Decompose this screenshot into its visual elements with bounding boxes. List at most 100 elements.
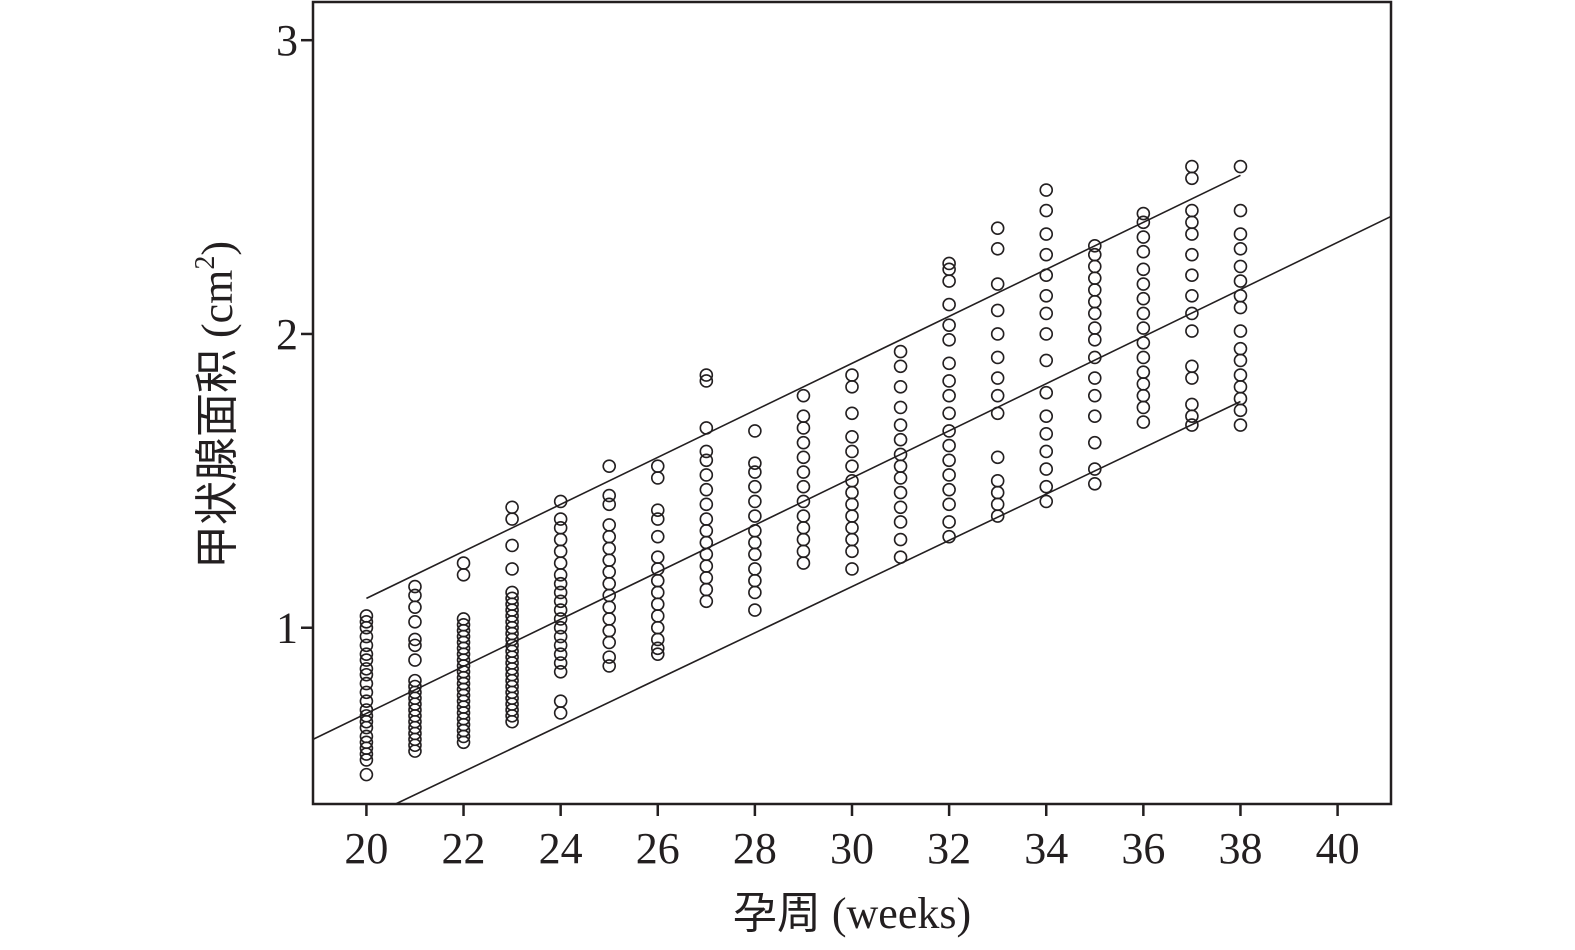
data-point <box>845 485 859 500</box>
data-point <box>602 612 617 626</box>
data-point <box>1185 215 1199 230</box>
fit-line-mean <box>312 215 1392 741</box>
data-point <box>893 550 908 565</box>
data-points <box>359 159 1248 782</box>
data-point <box>748 523 762 538</box>
data-point <box>359 694 374 708</box>
data-point <box>553 694 568 708</box>
data-point <box>845 497 859 512</box>
data-point <box>699 368 714 382</box>
data-point <box>893 485 908 500</box>
data-point <box>990 241 1005 256</box>
data-point <box>650 550 665 565</box>
data-point <box>1087 294 1102 309</box>
data-point <box>553 594 568 609</box>
data-point <box>942 468 956 482</box>
data-point <box>1136 415 1151 429</box>
data-point <box>1136 321 1151 335</box>
data-point <box>796 556 811 570</box>
data-point <box>1039 203 1054 218</box>
data-point <box>505 538 519 553</box>
data-point <box>359 620 374 635</box>
data-point <box>942 256 956 271</box>
data-point <box>990 388 1005 403</box>
data-point <box>942 424 956 438</box>
data-point <box>650 562 665 576</box>
data-point <box>650 620 665 635</box>
fit-lines <box>312 174 1392 805</box>
data-point <box>456 568 471 582</box>
data-point <box>699 497 714 512</box>
data-point <box>1039 268 1054 283</box>
y-axis-label-group: 甲状腺面积 (cm2) <box>190 241 242 569</box>
data-point <box>990 406 1005 421</box>
y-axis: 1 2 3 <box>276 16 313 653</box>
data-point <box>1136 335 1151 350</box>
data-point <box>650 573 665 588</box>
data-point <box>553 494 568 509</box>
data-point <box>1136 306 1151 321</box>
data-point <box>845 444 859 459</box>
data-point <box>553 706 568 720</box>
data-point <box>748 465 762 479</box>
data-point <box>942 388 956 403</box>
data-point <box>699 559 714 573</box>
data-point <box>893 471 908 485</box>
data-point <box>1087 333 1102 347</box>
data-point <box>942 318 956 332</box>
data-point <box>1136 230 1151 244</box>
data-point <box>893 380 908 394</box>
data-point <box>408 653 422 667</box>
data-point <box>845 509 859 523</box>
data-point <box>1039 427 1054 441</box>
data-point <box>1233 341 1248 356</box>
data-point <box>553 629 568 644</box>
data-point <box>893 400 908 415</box>
data-point <box>1233 274 1248 288</box>
data-point <box>1087 350 1102 365</box>
data-point <box>1039 247 1054 262</box>
data-point <box>408 744 422 758</box>
data-point <box>602 497 617 512</box>
data-point <box>650 471 665 485</box>
data-point <box>1087 239 1102 253</box>
data-point <box>1233 203 1248 218</box>
data-point <box>845 368 859 382</box>
y-axis-label-superscript: 2 <box>190 256 221 270</box>
data-point <box>699 421 714 435</box>
data-point <box>699 453 714 468</box>
data-point <box>1087 409 1102 424</box>
data-point <box>602 529 617 544</box>
data-point <box>650 597 665 612</box>
data-point <box>650 585 665 600</box>
x-tick-label: 24 <box>539 824 583 873</box>
data-point <box>359 685 374 700</box>
data-point <box>796 521 811 535</box>
data-point <box>553 647 568 661</box>
data-point <box>1087 371 1102 385</box>
data-point <box>553 532 568 547</box>
data-point <box>796 509 811 523</box>
data-point <box>1136 377 1151 391</box>
data-point <box>408 600 422 614</box>
data-point <box>748 494 762 509</box>
x-axis: 20 22 24 26 28 30 32 34 36 38 40 <box>344 804 1360 873</box>
data-point <box>553 556 568 570</box>
data-point <box>359 767 374 782</box>
data-point <box>1233 241 1248 256</box>
data-point <box>1087 283 1102 297</box>
data-point <box>456 729 471 744</box>
data-point <box>990 497 1005 512</box>
data-point <box>359 747 374 761</box>
data-point <box>359 720 374 735</box>
data-point <box>748 535 762 550</box>
data-point <box>505 512 519 526</box>
y-axis-label: 甲状腺面积 (cm2) <box>190 241 242 569</box>
data-point <box>990 303 1005 318</box>
data-point <box>990 474 1005 488</box>
data-point <box>1233 368 1248 382</box>
data-point <box>699 570 714 585</box>
data-point <box>1233 324 1248 338</box>
fit-line-upper <box>366 174 1241 600</box>
data-point <box>699 594 714 609</box>
